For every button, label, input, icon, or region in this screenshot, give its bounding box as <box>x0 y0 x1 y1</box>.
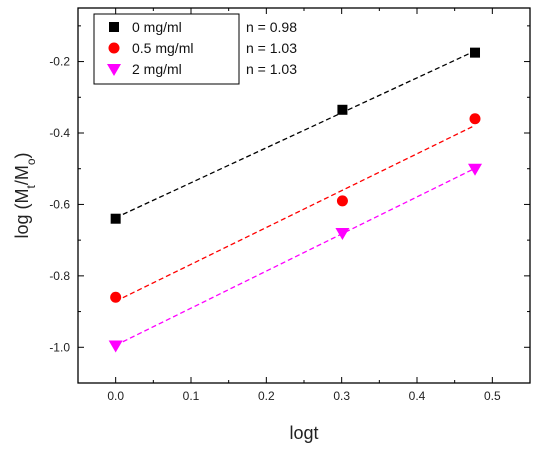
data-point <box>468 163 483 176</box>
data-point <box>335 228 350 240</box>
x-tick-label: 0.0 <box>107 389 124 403</box>
y-axis-title-suffix: ) <box>12 152 32 158</box>
legend-label: 2 mg/ml <box>132 61 182 77</box>
y-axis-title-sub2: o <box>24 158 38 165</box>
y-tick-label: -0.4 <box>49 126 70 140</box>
data-point <box>336 195 348 207</box>
data-point <box>110 213 121 224</box>
y-tick-label: -1.0 <box>49 340 70 354</box>
y-axis-title-sub1: t <box>24 185 38 189</box>
fit-line <box>115 124 476 302</box>
x-tick-label: 0.1 <box>183 389 200 403</box>
x-tick-label: 0.2 <box>258 389 275 403</box>
y-axis-title-prefix: log (M <box>12 189 32 239</box>
legend-marker <box>109 22 119 32</box>
fit-lines <box>115 50 476 346</box>
fit-line <box>115 50 476 219</box>
y-tick-label: -0.2 <box>49 55 70 69</box>
x-tick-label: 0.5 <box>484 389 501 403</box>
fit-exponent-label: n = 1.03 <box>246 40 297 56</box>
legend: 0 mg/ml n = 0.98 0.5 mg/ml n = 1.03 2 mg/ml n… <box>93 13 297 85</box>
x-axis-title: logt <box>289 423 318 443</box>
data-point <box>337 104 348 115</box>
y-tick-label: -0.6 <box>49 197 70 211</box>
legend-label: 0.5 mg/ml <box>132 40 193 56</box>
x-tick-label: 0.4 <box>409 389 426 403</box>
data-point <box>110 291 122 303</box>
legend-marker <box>107 64 121 76</box>
x-tick-label: 0.3 <box>333 389 350 403</box>
y-axis-title-mid: /M <box>12 165 32 185</box>
fit-exponent-label: n = 1.03 <box>246 61 297 77</box>
data-point <box>470 47 481 58</box>
axis-ticks: 0.0 0.1 0.2 0.3 0.4 0.5 -1.0 -0.8 -0.6 -0.4 -0.2 <box>49 8 531 403</box>
fit-line <box>115 167 476 346</box>
legend-marker <box>108 42 120 54</box>
fit-exponent-label: n = 0.98 <box>246 19 297 35</box>
legend-label: 0 mg/ml <box>132 19 182 35</box>
data-point <box>469 113 481 125</box>
y-axis-title: log (Mt/Mo) <box>12 152 38 238</box>
data-points <box>108 47 483 353</box>
y-tick-label: -0.8 <box>49 269 70 283</box>
data-point <box>108 340 123 353</box>
